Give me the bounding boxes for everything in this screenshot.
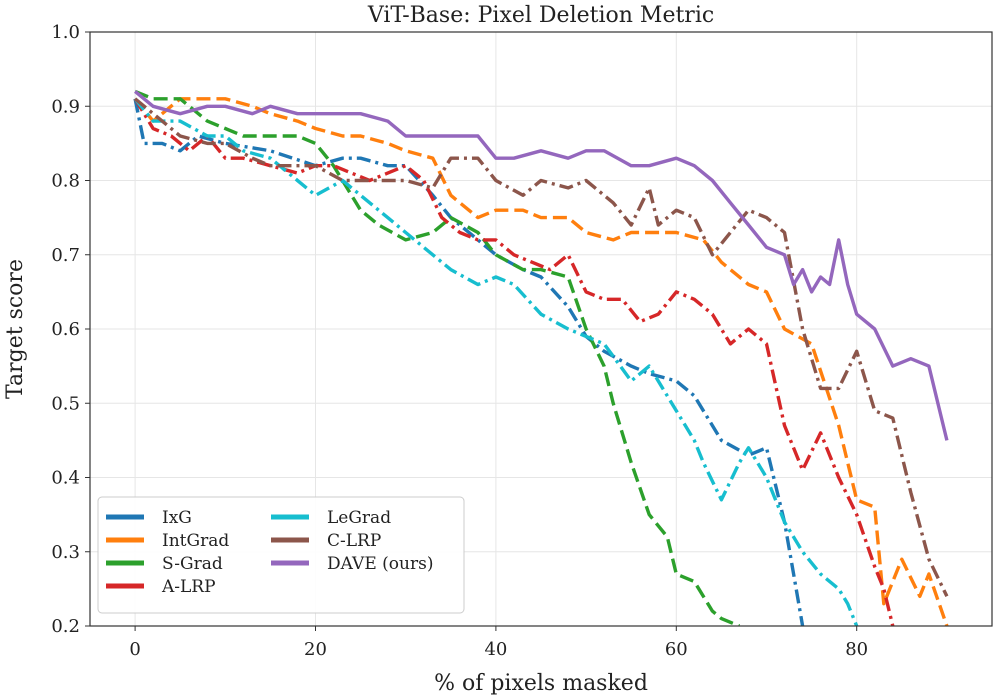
y-tick-label: 0.7 [51, 245, 80, 266]
legend-label: DAVE (ours) [327, 554, 433, 574]
x-axis-ticks: 0 20 40 60 80 [129, 626, 868, 660]
y-tick-label: 0.2 [51, 616, 80, 637]
series-lines [133, 89, 949, 626]
x-tick-label: 20 [304, 639, 327, 660]
y-tick-label: 1.0 [51, 22, 80, 43]
legend-label: LeGrad [327, 508, 391, 528]
y-tick-label: 0.8 [51, 171, 80, 192]
legend-label: C-LRP [327, 531, 381, 551]
legend-label: S-Grad [162, 554, 223, 574]
legend-label: IxG [162, 508, 192, 528]
y-axis-ticks: 0.2 0.3 0.4 0.5 0.6 0.7 0.8 0.9 1.0 [51, 22, 90, 637]
y-tick-label: 0.9 [51, 96, 80, 117]
legend-label: IntGrad [162, 531, 229, 551]
y-tick-label: 0.6 [51, 319, 80, 340]
series-line-ixg [133, 98, 805, 626]
legend-label: A-LRP [161, 577, 216, 597]
series-line-s-grad [134, 89, 741, 626]
x-tick-label: 60 [665, 639, 688, 660]
x-tick-label: 40 [484, 639, 507, 660]
series-line-c-lrp [134, 97, 949, 598]
y-axis-label: Target score [3, 259, 28, 399]
x-tick-label: 80 [845, 639, 868, 660]
y-tick-label: 0.4 [51, 468, 80, 489]
x-tick-label: 0 [129, 639, 140, 660]
legend: IxG IntGrad S-Grad A-LRP LeGrad C-LRP DAVE (ou… [97, 496, 465, 614]
series-line-intgrad [133, 97, 949, 626]
y-tick-label: 0.3 [51, 542, 80, 563]
legend-box [97, 496, 465, 614]
chart-title: ViT-Base: Pixel Deletion Metric [367, 3, 714, 28]
series-line-legrad [133, 97, 859, 626]
series-line-dave-ours [134, 90, 949, 441]
y-tick-label: 0.5 [51, 393, 80, 414]
x-axis-label: % of pixels masked [434, 671, 648, 696]
